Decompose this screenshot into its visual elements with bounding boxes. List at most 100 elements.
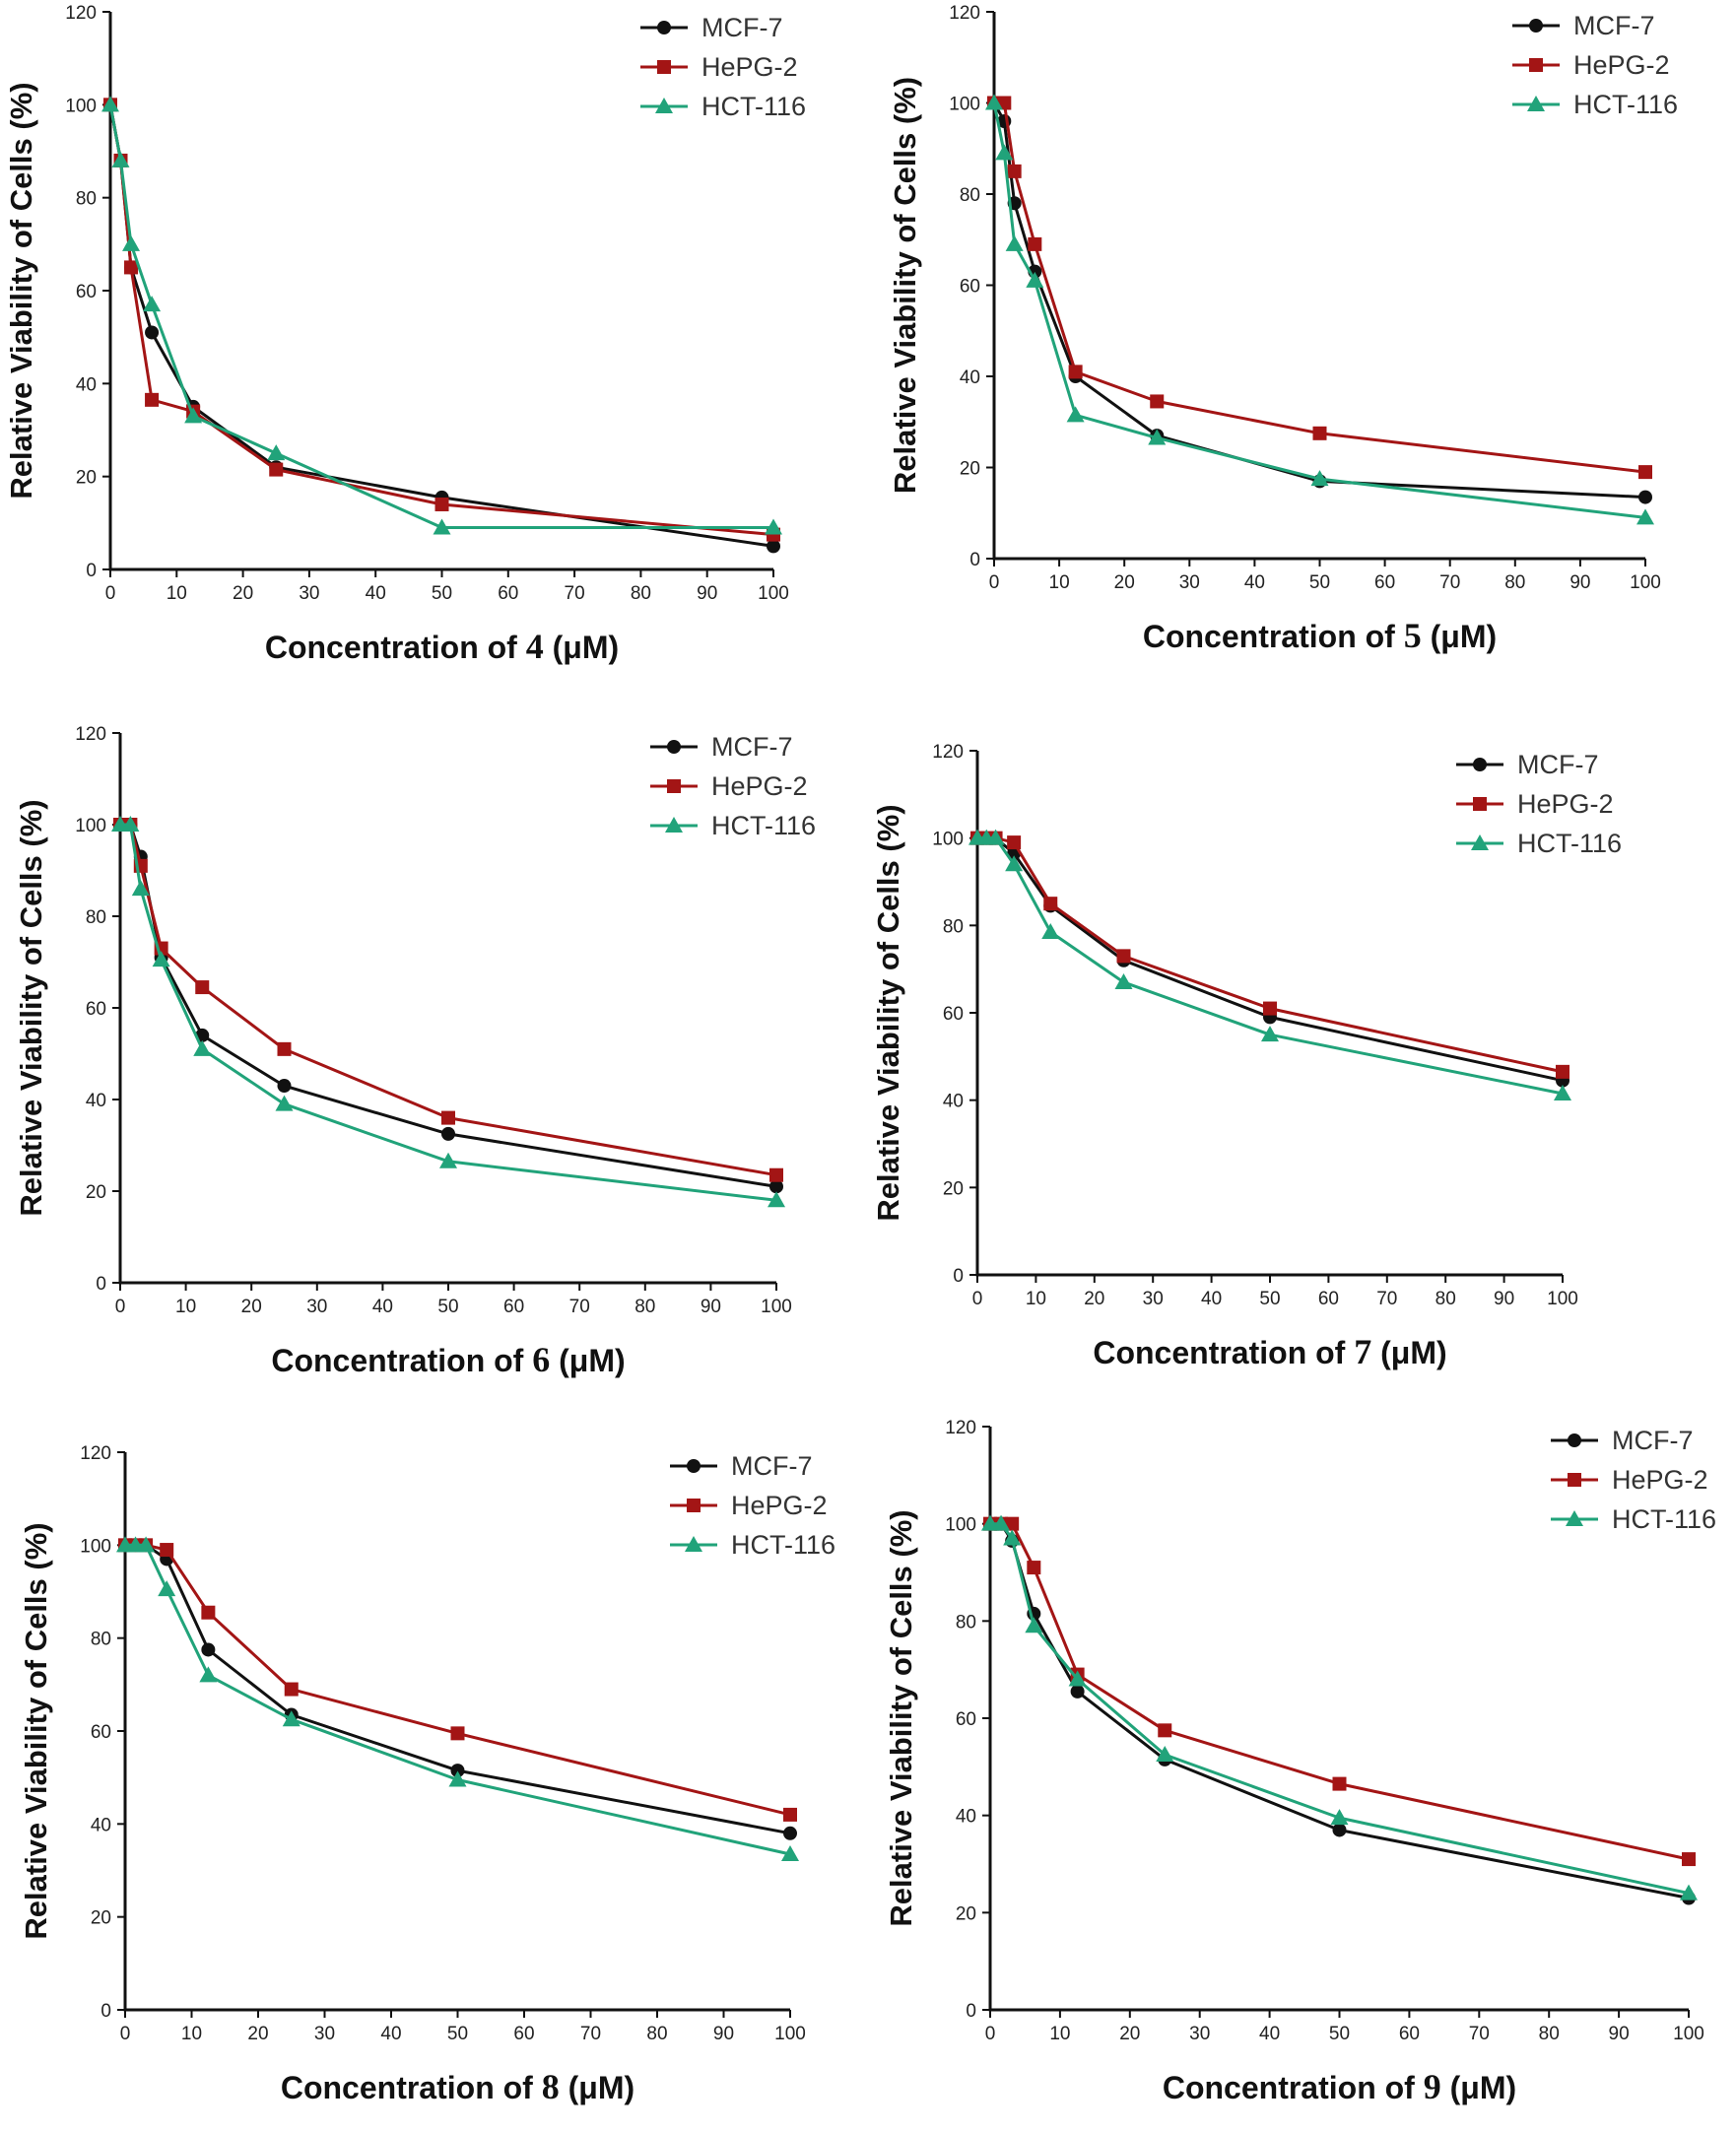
x-axis-label: Concentration of 4 (μM) [265, 627, 619, 666]
data-point [434, 497, 449, 511]
x-tick-label: 80 [634, 1297, 655, 1317]
x-tick-label: 90 [697, 583, 717, 604]
x-tick-label: 50 [437, 1297, 458, 1317]
x-tick-label: 20 [1084, 1289, 1104, 1309]
x-tick-label: 40 [380, 2024, 401, 2044]
y-tick-label: 100 [80, 1536, 111, 1557]
y-tick-label: 80 [960, 185, 980, 206]
y-tick-label: 60 [76, 282, 97, 302]
y-tick-label: 20 [943, 1178, 964, 1199]
y-axis-label: Relative Viability of Cells (%) [14, 799, 48, 1216]
x-tick-label: 60 [1374, 572, 1395, 593]
legend-label: MCF-7 [1517, 750, 1599, 779]
data-point [1025, 1617, 1043, 1633]
data-point [1116, 949, 1131, 964]
x-tick-label: 10 [1049, 572, 1070, 593]
legend-marker [1566, 1510, 1583, 1526]
series-mcf-7 [113, 818, 783, 1194]
chart-svg: 0 20 40 60 80 100 120 0 10 20 30 40 50 60 70 80 90 100 Rel… [14, 724, 816, 1379]
data-point [769, 1179, 783, 1194]
y-tick-label: 100 [65, 96, 97, 116]
compound-number: 6 [532, 1340, 550, 1379]
y-tick-label: 80 [86, 907, 106, 928]
legend-marker [687, 1499, 701, 1512]
x-tick-label: 100 [1630, 572, 1661, 593]
y-axis-label: Relative Viability of Cells (%) [884, 1509, 918, 1926]
x-axis-label: Concentration of 8 (μM) [281, 2067, 634, 2106]
data-point [768, 1191, 785, 1208]
y-tick-label: 0 [969, 550, 980, 570]
series-line [977, 836, 1564, 1083]
compound-number: 5 [1404, 616, 1422, 655]
y-tick-label: 20 [960, 459, 980, 480]
y-tick-label: 80 [943, 916, 964, 937]
series-line [990, 1522, 1690, 1861]
chart-svg: 0 20 40 60 80 100 120 0 10 20 30 40 50 60 70 80 90 100 Rel… [4, 3, 806, 666]
x-tick-label: 100 [1547, 1289, 1578, 1309]
data-point [986, 829, 1005, 845]
data-point [201, 1605, 216, 1620]
compound-number: 9 [1424, 2067, 1441, 2106]
x-tick-label: 70 [1469, 2024, 1490, 2044]
data-point [1007, 164, 1022, 178]
data-point [145, 392, 160, 407]
x-tick-label: 30 [299, 583, 319, 604]
series-mcf-7 [987, 96, 1652, 504]
x-tick-label: 30 [306, 1297, 327, 1317]
series-hepg-2 [103, 98, 780, 542]
legend-marker [1471, 834, 1489, 850]
data-point [143, 296, 162, 312]
series-hct-116 [111, 816, 785, 1208]
chart-svg: 0 20 40 60 80 100 120 0 10 20 30 40 50 60 70 80 90 100 Rel… [871, 742, 1622, 1371]
x-tick-label: 20 [247, 2024, 268, 2044]
x-tick-label: 10 [167, 583, 187, 604]
x-tick-label: 10 [1026, 1289, 1046, 1309]
x-tick-label: 40 [372, 1297, 393, 1317]
legend-marker [667, 740, 681, 754]
x-tick-label: 50 [447, 2024, 468, 2044]
x-tick-label: 50 [432, 583, 452, 604]
x-tick-label: 80 [1504, 572, 1525, 593]
series-line [992, 102, 1646, 519]
y-axis-label: Relative Viability of Cells (%) [4, 82, 38, 499]
data-point [201, 1642, 216, 1657]
series-hct-116 [981, 1514, 1698, 1900]
x-tick-label: 80 [631, 583, 651, 604]
legend-label: MCF-7 [711, 732, 793, 762]
x-tick-label: 90 [1569, 572, 1590, 593]
y-tick-label: 120 [932, 742, 964, 763]
data-point [1005, 1516, 1020, 1531]
data-point [1070, 1684, 1085, 1699]
chart-panel-compound-4: 0 20 40 60 80 100 120 0 10 20 30 40 50 60 70 80 90 100 Rel… [0, 0, 847, 690]
data-point [1682, 1852, 1696, 1867]
series-line [108, 104, 774, 537]
y-tick-label: 60 [960, 277, 980, 298]
x-tick-label: 80 [646, 2024, 667, 2044]
y-tick-label: 80 [76, 189, 97, 210]
legend-label: HePG-2 [731, 1491, 828, 1520]
legend-marker [665, 817, 683, 833]
y-tick-label: 100 [949, 95, 980, 115]
y-tick-label: 80 [956, 1612, 976, 1633]
legend-label: HCT-116 [731, 1530, 835, 1560]
data-point [1332, 1823, 1347, 1837]
legend: MCF-7 HePG-2 HCT-116 [1551, 1426, 1716, 1534]
x-tick-label: 10 [1049, 2024, 1070, 2044]
legend-marker [1568, 1473, 1581, 1487]
x-tick-label: 0 [972, 1289, 983, 1309]
data-point [195, 980, 210, 995]
data-point [160, 1543, 174, 1558]
legend-label: HCT-116 [1517, 829, 1622, 858]
series-mcf-7 [118, 1538, 797, 1840]
y-tick-label: 80 [91, 1630, 111, 1650]
data-point [450, 1726, 465, 1741]
legend-label: MCF-7 [1573, 11, 1655, 40]
data-point [131, 880, 150, 897]
legend-marker [657, 21, 671, 34]
data-point [1027, 1561, 1041, 1575]
series-line [990, 1522, 1690, 1900]
legend-label: HCT-116 [711, 811, 816, 840]
x-tick-label: 60 [1318, 1289, 1339, 1309]
data-point [282, 1710, 300, 1727]
axes [988, 1427, 1689, 2012]
